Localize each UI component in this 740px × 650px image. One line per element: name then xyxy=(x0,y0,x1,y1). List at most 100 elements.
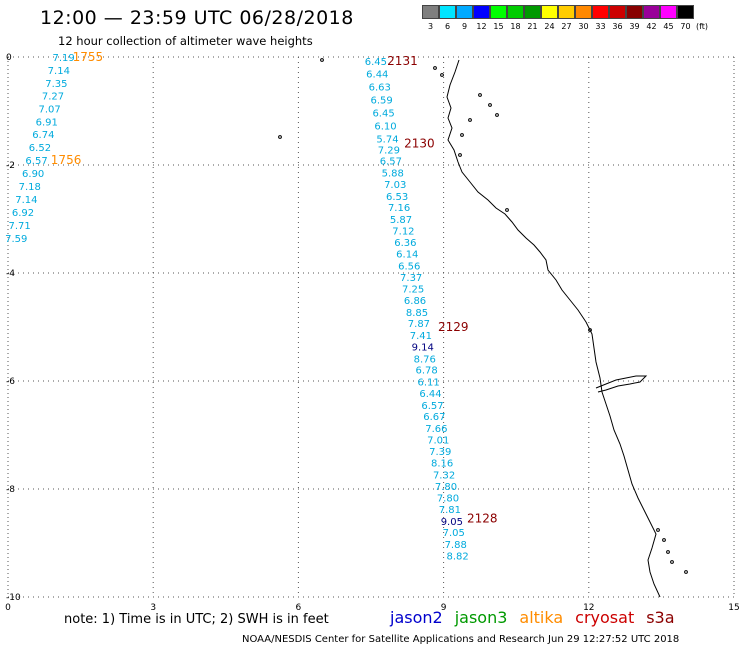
swh-value: 7.19 xyxy=(53,53,75,64)
swh-value: 7.07 xyxy=(38,104,60,115)
legend-bin: 42 xyxy=(643,5,660,31)
swh-value: 7.14 xyxy=(15,195,37,206)
swh-value: 7.41 xyxy=(410,331,432,342)
island-outline xyxy=(495,113,499,117)
legend-label: 45 xyxy=(663,22,674,31)
island-outline xyxy=(656,528,660,532)
x-tick-label: 0 xyxy=(5,603,11,613)
swh-value: 5.88 xyxy=(382,169,404,180)
swh-value: 6.57 xyxy=(25,156,47,167)
legend-bin: 27 xyxy=(558,5,575,31)
swh-value: 6.36 xyxy=(394,238,416,249)
coastline-inlet xyxy=(595,375,648,393)
legend-swatch xyxy=(643,5,660,19)
swh-value: 7.18 xyxy=(19,182,41,193)
island-outline xyxy=(458,153,462,157)
legend-label: 36 xyxy=(612,22,623,31)
swh-value: 7.88 xyxy=(445,540,467,551)
legend-bin: 18 xyxy=(507,5,524,31)
island-outline xyxy=(488,103,492,107)
legend-swatch xyxy=(626,5,643,19)
legend-label: 33 xyxy=(595,22,606,31)
swh-value: 7.81 xyxy=(439,505,461,516)
swh-value: 6.11 xyxy=(417,378,439,389)
pass-time-label: 1756 xyxy=(51,153,82,167)
swh-value: 7.71 xyxy=(8,221,30,232)
y-tick-label: -6 xyxy=(6,377,15,387)
swh-value: 7.29 xyxy=(378,145,400,156)
swh-value: 6.52 xyxy=(29,143,51,154)
pass-time-label: 2130 xyxy=(404,136,435,150)
legend-swatch xyxy=(558,5,575,19)
axis-ticks: 0 3 6 9 12 15 0 -2 -4 -6 -8 -10 xyxy=(5,53,740,613)
swh-value: 7.27 xyxy=(42,91,64,102)
legend-bin: 70 xyxy=(677,5,694,31)
swh-value: 6.57 xyxy=(380,157,402,168)
legend-label: 9 xyxy=(461,22,468,31)
swh-value: 6.14 xyxy=(396,250,418,261)
legend-bin: 39 xyxy=(626,5,643,31)
swh-value: 7.16 xyxy=(388,203,410,214)
satellite-name: jason2 xyxy=(390,608,443,627)
swh-value: 5.74 xyxy=(376,135,398,146)
x-tick-label: 12 xyxy=(583,603,594,613)
legend-label: 21 xyxy=(527,22,538,31)
pass-time-label: 2128 xyxy=(467,512,498,526)
swh-value: 7.37 xyxy=(400,273,422,284)
swh-value: 6.86 xyxy=(404,296,426,307)
island-outline xyxy=(505,208,509,212)
swh-value: 6.45 xyxy=(365,57,387,68)
legend-bin: 6 xyxy=(439,5,456,31)
island-outline xyxy=(320,58,324,62)
legend-bin: 9 xyxy=(456,5,473,31)
island-outline xyxy=(433,66,437,70)
legend-bin: 12 xyxy=(473,5,490,31)
swh-value: 6.92 xyxy=(12,208,34,219)
y-tick-label: -4 xyxy=(6,269,15,279)
legend-bin: 15 xyxy=(490,5,507,31)
swh-value: 7.35 xyxy=(45,79,67,90)
swh-value: 5.87 xyxy=(390,215,412,226)
coastline xyxy=(278,58,688,598)
legend-swatch xyxy=(473,5,490,19)
swh-value: 6.91 xyxy=(36,117,58,128)
island-outline xyxy=(666,550,670,554)
y-tick-label: -10 xyxy=(6,593,21,603)
legend-label: 42 xyxy=(646,22,657,31)
pass-time-label: 2129 xyxy=(438,320,469,334)
pass-time-label: 1755 xyxy=(73,50,104,64)
swh-value: 6.45 xyxy=(372,109,394,120)
legend-label: 70 xyxy=(680,22,691,31)
swh-value: 7.25 xyxy=(402,285,424,296)
satellite-key: jason2 jason3 altika cryosat s3a xyxy=(390,608,675,627)
footer-note: note: 1) Time is in UTC; 2) SWH is in fe… xyxy=(64,612,329,627)
legend-swatch xyxy=(507,5,524,19)
legend-bin: 3 xyxy=(422,5,439,31)
swh-value: 6.78 xyxy=(416,366,438,377)
legend-label: 12 xyxy=(476,22,487,31)
coastline-path xyxy=(446,59,661,598)
legend-label: 30 xyxy=(578,22,589,31)
satellite-name: s3a xyxy=(646,608,675,627)
legend-bin: 30 xyxy=(575,5,592,31)
legend-swatch xyxy=(490,5,507,19)
legend-swatch xyxy=(524,5,541,19)
pass-time-label: 2131 xyxy=(387,54,418,68)
island-outline xyxy=(662,538,666,542)
x-tick-label: 15 xyxy=(728,603,739,613)
legend-swatch xyxy=(592,5,609,19)
satellite-name: altika xyxy=(519,608,564,627)
legend-swatch xyxy=(541,5,558,19)
pass-labels: 1755 1756 2131 2130 2129 2128 xyxy=(51,50,498,526)
swh-value: 7.80 xyxy=(435,482,457,493)
swh-value: 6.53 xyxy=(386,192,408,203)
swh-value: 9.14 xyxy=(412,342,434,353)
credit-line: NOAA/NESDIS Center for Satellite Applica… xyxy=(242,634,680,645)
legend-swatch xyxy=(439,5,456,19)
legend-swatch xyxy=(575,5,592,19)
swh-value: 7.39 xyxy=(429,447,451,458)
swh-points: 7.19 7.14 7.357.27 7.07 6.91 6.74 6.52 6.57 6.90… xyxy=(5,53,469,562)
legend-label: 39 xyxy=(629,22,640,31)
swh-value: 6.90 xyxy=(22,169,44,180)
